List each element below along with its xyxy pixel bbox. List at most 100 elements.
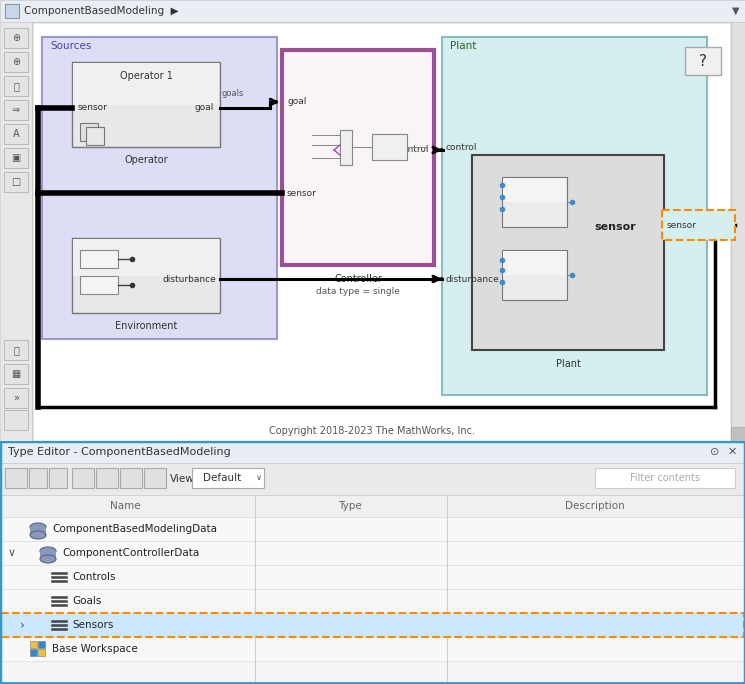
FancyBboxPatch shape <box>80 276 118 294</box>
Text: Copyright 2018-2023 The MathWorks, Inc.: Copyright 2018-2023 The MathWorks, Inc. <box>269 426 475 436</box>
FancyBboxPatch shape <box>38 641 45 648</box>
FancyBboxPatch shape <box>0 495 745 517</box>
Text: goals: goals <box>222 90 244 98</box>
FancyBboxPatch shape <box>4 410 28 430</box>
FancyBboxPatch shape <box>72 62 220 147</box>
Text: ⇒: ⇒ <box>12 105 20 115</box>
Text: ComponentControllerData: ComponentControllerData <box>62 548 199 558</box>
Text: ?: ? <box>699 53 707 68</box>
Text: ComponentBasedModeling  ▶: ComponentBasedModeling ▶ <box>24 6 179 16</box>
FancyBboxPatch shape <box>0 589 745 613</box>
Ellipse shape <box>40 547 56 555</box>
FancyBboxPatch shape <box>662 210 735 240</box>
FancyBboxPatch shape <box>595 468 735 488</box>
FancyBboxPatch shape <box>502 177 567 227</box>
Text: »: » <box>13 393 19 403</box>
FancyBboxPatch shape <box>80 123 98 141</box>
Text: ▼: ▼ <box>732 6 740 16</box>
FancyBboxPatch shape <box>4 388 28 408</box>
FancyBboxPatch shape <box>144 468 166 488</box>
FancyBboxPatch shape <box>86 127 104 145</box>
Text: ComponentBasedModelingData: ComponentBasedModelingData <box>52 524 217 534</box>
Text: goal: goal <box>287 98 306 107</box>
Text: ∨: ∨ <box>8 548 16 558</box>
FancyBboxPatch shape <box>731 427 745 441</box>
FancyBboxPatch shape <box>0 441 745 463</box>
FancyBboxPatch shape <box>1 613 744 637</box>
Text: sensor: sensor <box>667 220 697 230</box>
Text: Goals: Goals <box>72 596 101 606</box>
FancyBboxPatch shape <box>685 47 721 75</box>
FancyBboxPatch shape <box>120 468 142 488</box>
Text: ▣: ▣ <box>11 153 21 163</box>
Ellipse shape <box>30 523 46 531</box>
Text: sensor: sensor <box>78 103 108 112</box>
FancyBboxPatch shape <box>72 468 94 488</box>
Text: ⛶: ⛶ <box>13 81 19 91</box>
Text: Description: Description <box>565 501 625 511</box>
Ellipse shape <box>30 531 46 539</box>
Text: Name: Name <box>110 501 140 511</box>
Text: ∨: ∨ <box>256 473 262 482</box>
Text: data type = single: data type = single <box>316 287 400 295</box>
Text: sensor: sensor <box>595 222 636 232</box>
Text: Plant: Plant <box>556 359 580 369</box>
FancyBboxPatch shape <box>4 76 28 96</box>
Text: A: A <box>13 129 19 139</box>
FancyBboxPatch shape <box>442 37 707 395</box>
Text: sensor: sensor <box>287 189 317 198</box>
FancyBboxPatch shape <box>30 649 37 656</box>
Text: disturbance: disturbance <box>446 274 500 283</box>
FancyBboxPatch shape <box>40 551 56 559</box>
FancyBboxPatch shape <box>42 37 277 339</box>
FancyBboxPatch shape <box>4 52 28 72</box>
FancyBboxPatch shape <box>4 100 28 120</box>
FancyBboxPatch shape <box>72 238 220 313</box>
Text: View:: View: <box>170 474 197 484</box>
FancyBboxPatch shape <box>0 0 745 22</box>
Text: ⊕: ⊕ <box>12 33 20 43</box>
Text: ⊕: ⊕ <box>12 57 20 67</box>
Ellipse shape <box>40 555 56 563</box>
FancyBboxPatch shape <box>32 22 731 441</box>
FancyBboxPatch shape <box>731 22 745 441</box>
FancyBboxPatch shape <box>5 4 19 18</box>
FancyBboxPatch shape <box>4 364 28 384</box>
Text: Sources: Sources <box>50 41 92 51</box>
Text: Type: Type <box>338 501 362 511</box>
FancyBboxPatch shape <box>0 637 745 661</box>
Text: Type Editor - ComponentBasedModeling: Type Editor - ComponentBasedModeling <box>8 447 231 457</box>
FancyBboxPatch shape <box>0 565 745 589</box>
Text: disturbance: disturbance <box>162 274 216 283</box>
Text: control: control <box>398 146 429 155</box>
Text: Sensors: Sensors <box>72 620 113 630</box>
Text: ▦: ▦ <box>11 369 21 379</box>
Text: 📷: 📷 <box>13 345 19 355</box>
Text: goal: goal <box>194 103 214 112</box>
Text: Base Workspace: Base Workspace <box>52 644 138 654</box>
FancyBboxPatch shape <box>4 340 28 360</box>
Text: Operator: Operator <box>124 155 168 165</box>
FancyBboxPatch shape <box>4 148 28 168</box>
FancyBboxPatch shape <box>38 649 45 656</box>
Text: Environment: Environment <box>115 321 177 331</box>
FancyBboxPatch shape <box>503 251 566 275</box>
Text: Controls: Controls <box>72 572 115 582</box>
FancyBboxPatch shape <box>0 463 745 495</box>
FancyBboxPatch shape <box>503 178 566 202</box>
FancyBboxPatch shape <box>192 468 264 488</box>
FancyBboxPatch shape <box>340 130 352 165</box>
FancyBboxPatch shape <box>502 250 567 300</box>
Text: Default: Default <box>203 473 241 483</box>
FancyBboxPatch shape <box>4 124 28 144</box>
FancyBboxPatch shape <box>0 22 32 441</box>
Text: Plant: Plant <box>450 41 476 51</box>
FancyBboxPatch shape <box>29 468 47 488</box>
FancyBboxPatch shape <box>5 468 27 488</box>
FancyBboxPatch shape <box>30 641 37 648</box>
FancyBboxPatch shape <box>4 28 28 48</box>
Text: control: control <box>446 142 478 151</box>
FancyBboxPatch shape <box>4 172 28 192</box>
FancyBboxPatch shape <box>80 250 118 268</box>
FancyBboxPatch shape <box>73 239 219 276</box>
